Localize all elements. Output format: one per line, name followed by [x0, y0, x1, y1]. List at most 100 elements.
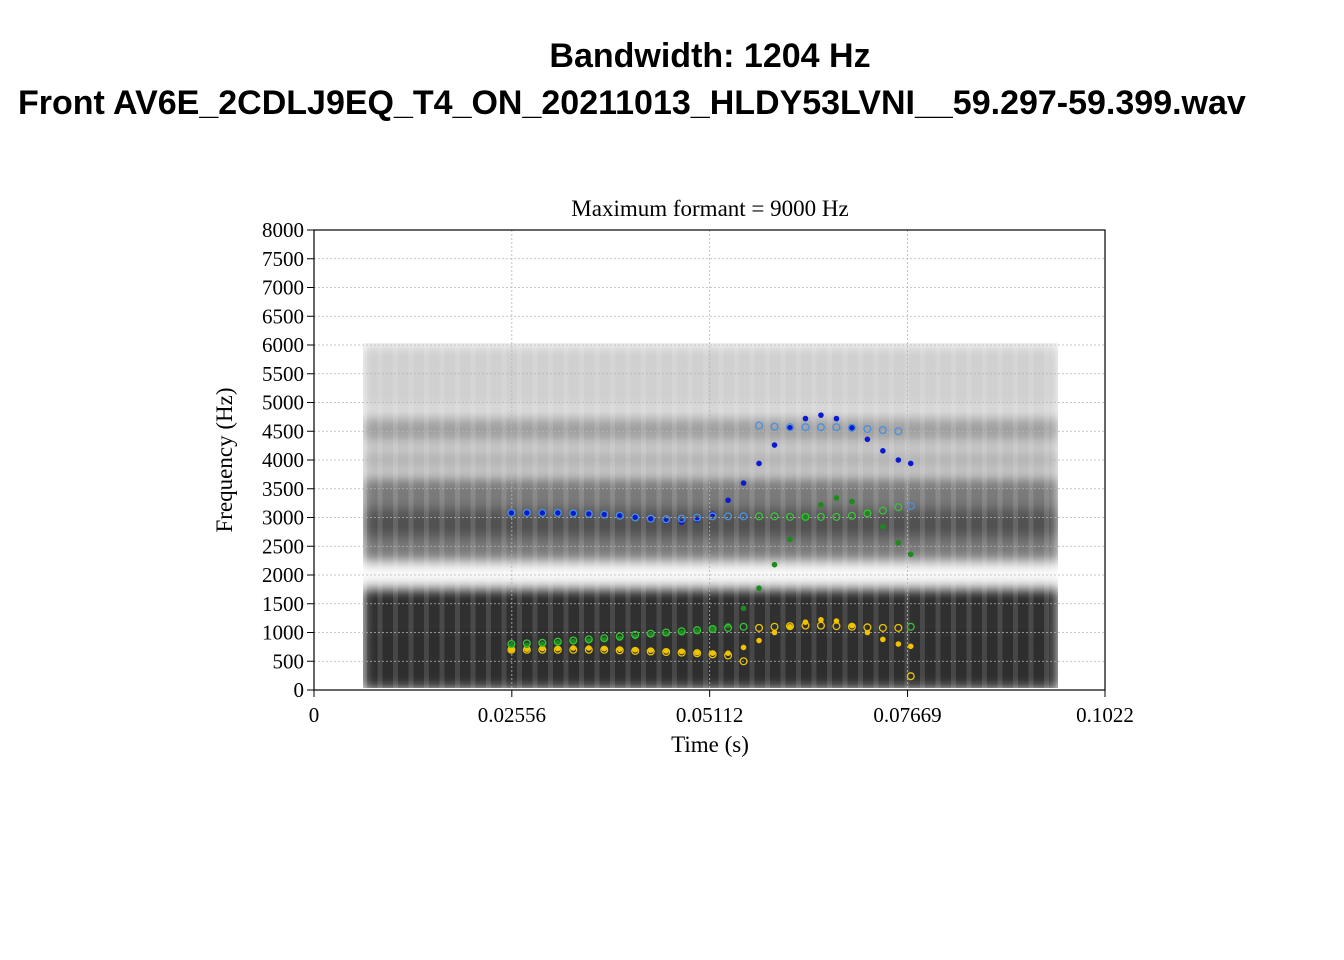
data-point [878, 623, 887, 632]
data-point [569, 645, 578, 654]
x-tick-label: 0.1022 [1076, 703, 1134, 727]
y-tick-label: 4500 [262, 419, 304, 443]
data-point [631, 513, 640, 522]
data-point [709, 626, 716, 632]
spectrogram-gap [363, 563, 1058, 584]
data-point [524, 510, 530, 516]
spectrogram-striation [950, 345, 956, 688]
y-tick-label: 5000 [262, 391, 304, 415]
data-point [522, 639, 531, 648]
data-point [569, 509, 578, 518]
y-tick-label: 1000 [262, 621, 304, 645]
spectrogram-band [363, 345, 1058, 409]
data-point [802, 514, 809, 521]
data-point [785, 512, 795, 521]
spectrogram-striation [795, 345, 801, 688]
data-point [787, 536, 793, 543]
data-point [894, 427, 903, 436]
data-point [832, 512, 841, 521]
y-tick-label: 500 [273, 649, 305, 673]
y-tick-label: 4000 [262, 448, 304, 472]
spectrogram-striation [439, 345, 445, 688]
data-point [616, 512, 623, 518]
series-F3_filled [508, 412, 914, 525]
y-tick-label: 7500 [262, 247, 304, 271]
data-point [693, 626, 702, 635]
y-tick-label: 3500 [262, 477, 304, 501]
y-tick-label: 3000 [262, 506, 304, 530]
data-point [801, 512, 810, 521]
data-point [507, 639, 516, 649]
data-point [754, 421, 764, 430]
spectrogram-striation [470, 345, 476, 688]
data-point [538, 638, 547, 647]
spectrogram-striation [687, 345, 693, 688]
data-point [555, 510, 561, 516]
data-point [693, 649, 702, 658]
data-point [646, 514, 655, 523]
spectrogram-striation [935, 345, 941, 688]
data-point [600, 510, 609, 519]
data-point [584, 509, 593, 519]
spectrogram-band [363, 586, 1058, 633]
page-subtitle: Front AV6E_2CDLJ9EQ_T4_ON_20211013_HLDY5… [18, 84, 1246, 122]
data-point [907, 460, 914, 467]
data-point [693, 513, 702, 522]
y-tick-label: 1500 [262, 592, 304, 616]
spectrogram-striation [966, 345, 972, 688]
data-point [770, 422, 779, 431]
y-tick-label: 8000 [262, 218, 304, 242]
spectrogram-striation [609, 345, 615, 688]
data-point [724, 623, 733, 632]
data-point [524, 646, 530, 652]
spectrogram-striation [547, 345, 553, 688]
data-point [507, 508, 516, 517]
data-point [631, 630, 640, 639]
spectrogram-striation [501, 345, 507, 688]
data-point [906, 501, 915, 511]
data-point [584, 645, 593, 654]
data-point [662, 628, 671, 637]
page-title: Bandwidth: 1204 Hz [549, 37, 871, 75]
y-tick-label: 0 [294, 678, 305, 702]
data-point [553, 508, 562, 517]
spectrogram-striation [578, 345, 584, 688]
data-point [508, 646, 515, 653]
data-point [646, 629, 655, 638]
data-point [631, 646, 640, 655]
x-tick-label: 0.07669 [873, 703, 941, 727]
data-point [740, 605, 747, 612]
data-point [694, 649, 700, 656]
data-point [553, 645, 562, 654]
spectrogram-striation [516, 345, 522, 688]
data-point [849, 425, 855, 431]
x-axis: 0 0.02556 0.05112 0.07669 0.1022 [309, 690, 1134, 727]
data-point [754, 623, 764, 632]
data-point [600, 645, 609, 654]
spectrogram-striation [1043, 345, 1049, 688]
y-tick-label: 6000 [262, 333, 304, 357]
spectrogram-striation [392, 345, 398, 688]
data-point [771, 561, 778, 568]
spectrogram-striation [454, 345, 460, 688]
spectrogram-striation [873, 345, 879, 688]
data-point [677, 627, 686, 636]
data-point [894, 623, 903, 632]
data-point [895, 457, 902, 463]
y-tick-label: 7000 [262, 276, 304, 300]
data-point [708, 512, 717, 521]
y-tick-label: 2500 [262, 534, 304, 558]
data-point [816, 423, 826, 432]
spectrogram-striation [997, 345, 1003, 688]
spectrogram-striation [1028, 345, 1034, 688]
spectrogram-striation [532, 345, 538, 688]
spectrogram-striation [764, 345, 770, 688]
spectrogram-striation [363, 345, 367, 688]
spectrogram-striation [857, 345, 863, 688]
series-F2_open [507, 503, 915, 649]
data-point [539, 510, 546, 516]
spectrogram-striation [640, 345, 646, 688]
spectrogram-striation [842, 345, 848, 688]
data-point [863, 623, 872, 632]
